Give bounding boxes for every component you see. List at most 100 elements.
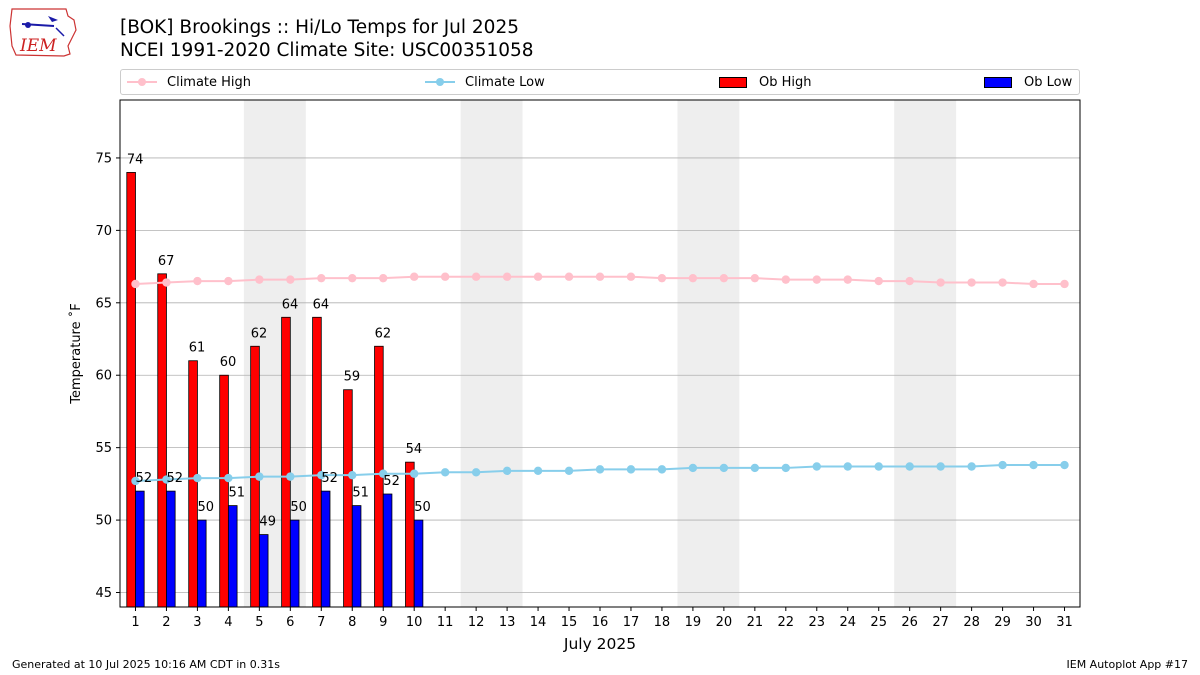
ob-low-label-9: 52 xyxy=(383,474,400,489)
climate-low-point-17 xyxy=(626,465,636,474)
climate-high-point-13 xyxy=(502,272,512,281)
iem-logo: IEM xyxy=(9,8,77,57)
ob-high-label-1: 74 xyxy=(127,152,144,167)
xtick-label-13: 13 xyxy=(499,615,516,630)
xtick-label-6: 6 xyxy=(286,615,294,630)
climate-low-point-11 xyxy=(440,468,450,477)
climate-low-point-29 xyxy=(998,460,1007,470)
legend-ob-high-swatch xyxy=(719,76,747,88)
xtick-label-28: 28 xyxy=(963,615,980,630)
climate-low-point-12 xyxy=(471,468,481,477)
climate-high-point-21 xyxy=(750,273,760,283)
ob-high-bar-1 xyxy=(126,172,136,608)
footer-app: IEM Autoplot App #17 xyxy=(1066,658,1189,671)
ytick-label-55: 55 xyxy=(95,441,112,456)
climate-high-point-19 xyxy=(688,273,698,283)
ob-high-bar-3 xyxy=(188,360,198,608)
ob-low-label-7: 52 xyxy=(321,471,338,486)
climate-low-point-2 xyxy=(162,475,171,484)
climate-low-point-15 xyxy=(564,466,574,476)
climate-high-point-25 xyxy=(874,276,883,286)
climate-low-point-19 xyxy=(688,463,698,473)
ytick-label-50: 50 xyxy=(95,514,112,529)
xtick-label-19: 19 xyxy=(685,615,702,630)
weekend-shade-1 xyxy=(460,100,523,607)
ytick-label-65: 65 xyxy=(95,296,112,311)
xtick-label-16: 16 xyxy=(592,615,609,630)
ob-low-label-8: 51 xyxy=(352,486,369,501)
ob-high-label-4: 60 xyxy=(220,355,237,370)
climate-high-point-17 xyxy=(626,272,636,281)
climate-low-point-16 xyxy=(595,465,605,474)
climate-high-point-16 xyxy=(595,272,605,281)
climate-high-point-7 xyxy=(317,273,326,283)
climate-low-point-30 xyxy=(1029,460,1038,470)
xtick-label-5: 5 xyxy=(255,615,263,630)
x-axis-label: July 2025 xyxy=(563,635,636,653)
ob-high-bar-8 xyxy=(343,389,353,608)
ob-low-bar-2 xyxy=(166,490,176,608)
climate-high-point-6 xyxy=(286,275,295,284)
xtick-label-3: 3 xyxy=(193,615,201,630)
ob-high-label-10: 54 xyxy=(406,442,423,457)
ob-high-bar-10 xyxy=(405,461,415,608)
ob-low-bar-1 xyxy=(135,490,145,608)
climate-low-point-3 xyxy=(193,473,202,483)
climate-low-point-24 xyxy=(843,462,852,471)
ob-high-bar-6 xyxy=(281,316,291,608)
ob-low-label-2: 52 xyxy=(167,471,184,486)
ytick-label-60: 60 xyxy=(95,369,112,384)
climate-low-point-23 xyxy=(812,462,821,471)
xtick-label-10: 10 xyxy=(406,615,423,630)
climate-low-point-4 xyxy=(224,473,233,483)
ob-high-bar-2 xyxy=(157,273,167,608)
footer-generated: Generated at 10 Jul 2025 10:16 AM CDT in… xyxy=(12,658,280,671)
climate-high-point-10 xyxy=(409,272,419,281)
climate-low-point-10 xyxy=(409,469,419,478)
ob-low-label-5: 49 xyxy=(259,515,276,530)
xtick-label-29: 29 xyxy=(994,615,1011,630)
weekend-shade-2 xyxy=(677,100,740,607)
ob-low-label-1: 52 xyxy=(136,471,153,486)
climate-high-point-28 xyxy=(967,278,976,287)
legend-climate-high-label: Climate High xyxy=(167,74,252,90)
climate-high-point-9 xyxy=(379,273,388,283)
legend-climate-low: Climate Low xyxy=(425,70,545,94)
climate-low-point-20 xyxy=(719,463,729,473)
xtick-label-26: 26 xyxy=(901,615,918,630)
ytick-label-75: 75 xyxy=(95,151,112,166)
xtick-label-4: 4 xyxy=(224,615,232,630)
xtick-label-8: 8 xyxy=(348,615,356,630)
ob-high-label-9: 62 xyxy=(375,326,392,341)
climate-low-point-8 xyxy=(348,470,357,480)
climate-low-point-26 xyxy=(905,462,914,471)
ob-low-label-4: 51 xyxy=(228,486,245,501)
ob-high-label-3: 61 xyxy=(189,341,206,356)
climate-high-point-18 xyxy=(657,273,667,283)
legend-ob-low: Ob Low xyxy=(984,70,1072,94)
xtick-label-15: 15 xyxy=(561,615,578,630)
ob-low-bar-6 xyxy=(289,519,300,608)
climate-high-point-1 xyxy=(131,279,140,289)
climate-low-point-5 xyxy=(255,472,264,481)
ob-high-label-6: 64 xyxy=(282,297,299,312)
climate-low-point-21 xyxy=(750,463,760,473)
climate-high-point-23 xyxy=(812,275,821,284)
climate-high-point-4 xyxy=(224,276,233,286)
legend-climate-low-label: Climate Low xyxy=(465,74,545,90)
ytick-label-70: 70 xyxy=(95,224,112,239)
legend-ob-high-label: Ob High xyxy=(759,74,812,90)
xtick-label-1: 1 xyxy=(131,615,139,630)
weekend-shade-3 xyxy=(894,100,957,607)
y-axis-label: Temperature ˚F xyxy=(68,303,84,404)
climate-high-point-12 xyxy=(471,272,481,281)
legend-climate-low-swatch xyxy=(425,76,455,88)
climate-high-point-8 xyxy=(348,273,357,283)
ob-low-bar-10 xyxy=(413,519,424,608)
ob-low-label-10: 50 xyxy=(414,500,431,515)
xtick-label-21: 21 xyxy=(747,615,764,630)
ob-low-bar-4 xyxy=(227,505,238,608)
xtick-label-23: 23 xyxy=(809,615,826,630)
climate-low-point-13 xyxy=(502,466,512,476)
